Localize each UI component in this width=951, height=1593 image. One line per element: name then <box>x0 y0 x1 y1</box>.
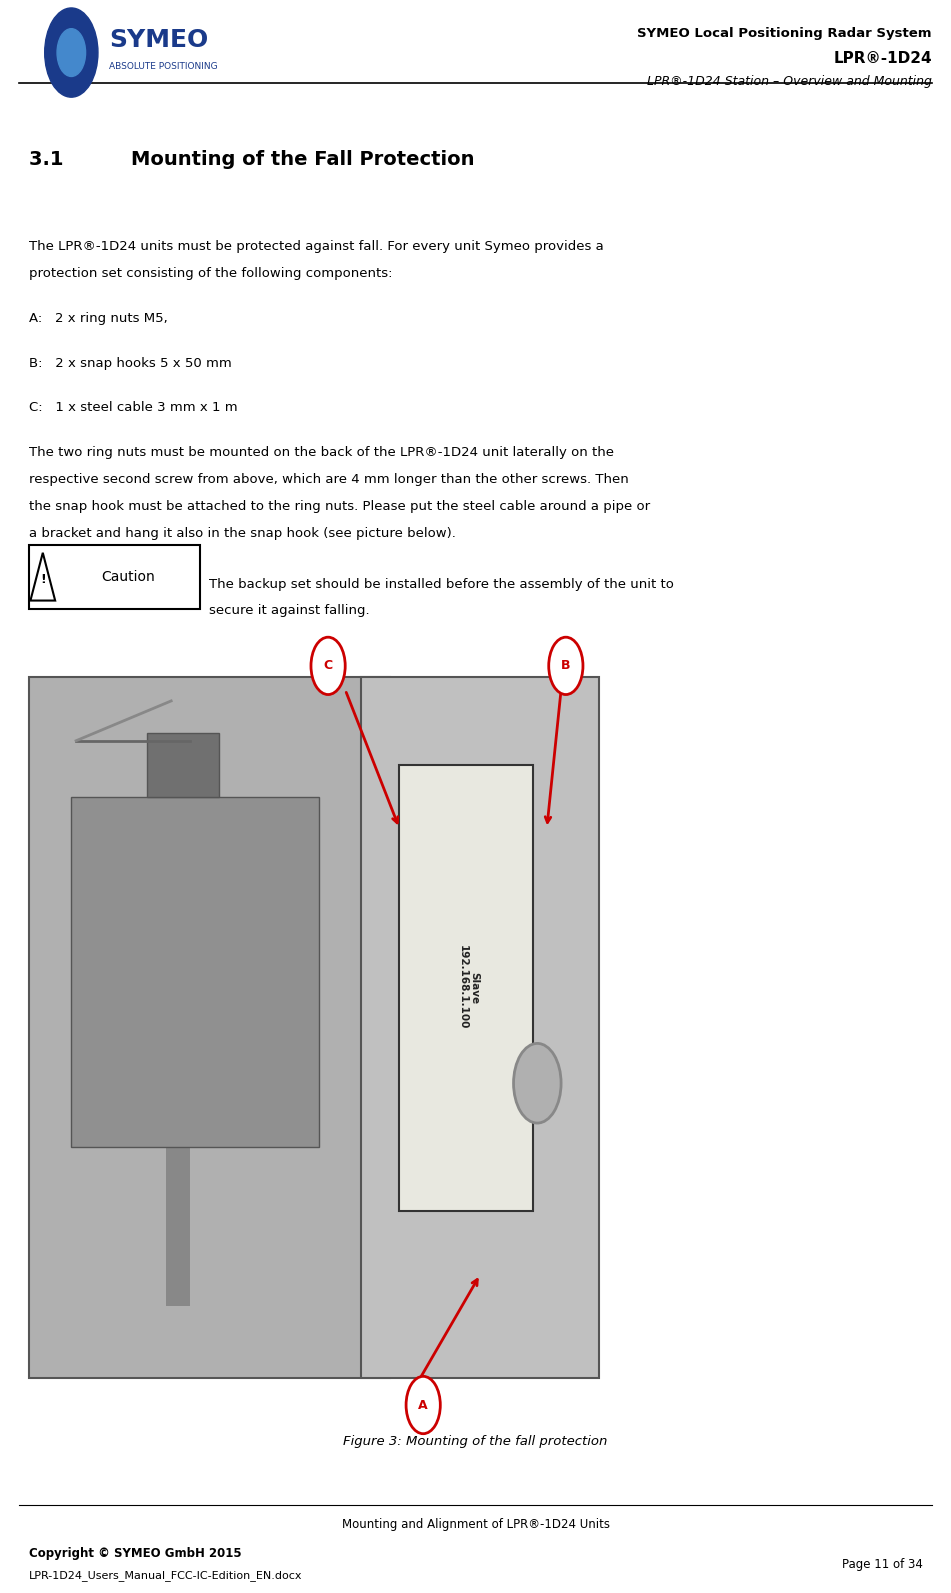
Text: Copyright © SYMEO GmbH 2015: Copyright © SYMEO GmbH 2015 <box>29 1547 242 1560</box>
Circle shape <box>549 637 583 695</box>
Text: Page 11 of 34: Page 11 of 34 <box>842 1558 922 1571</box>
Text: LPR-1D24_Users_Manual_FCC-IC-Edition_EN.docx: LPR-1D24_Users_Manual_FCC-IC-Edition_EN.… <box>29 1571 302 1580</box>
Text: The backup set should be installed before the assembly of the unit to: The backup set should be installed befor… <box>209 578 674 591</box>
Circle shape <box>57 29 86 76</box>
FancyBboxPatch shape <box>399 765 533 1211</box>
Text: LPR®-1D24 Station – Overview and Mounting: LPR®-1D24 Station – Overview and Mountin… <box>647 75 932 88</box>
Text: the snap hook must be attached to the ring nuts. Please put the steel cable arou: the snap hook must be attached to the ri… <box>29 500 650 513</box>
Text: 3.1          Mounting of the Fall Protection: 3.1 Mounting of the Fall Protection <box>29 150 474 169</box>
Text: C:   1 x steel cable 3 mm x 1 m: C: 1 x steel cable 3 mm x 1 m <box>29 401 237 414</box>
Text: B:   2 x snap hooks 5 x 50 mm: B: 2 x snap hooks 5 x 50 mm <box>29 357 231 370</box>
Text: Figure 3: Mounting of the fall protection: Figure 3: Mounting of the fall protectio… <box>343 1435 608 1448</box>
Text: SYMEO: SYMEO <box>109 27 208 53</box>
FancyBboxPatch shape <box>29 545 200 609</box>
Circle shape <box>514 1043 561 1123</box>
Polygon shape <box>30 553 55 601</box>
Text: Mounting and Alignment of LPR®-1D24 Units: Mounting and Alignment of LPR®-1D24 Unit… <box>341 1518 610 1531</box>
FancyBboxPatch shape <box>71 796 319 1147</box>
Text: Slave
192.168.1.100: Slave 192.168.1.100 <box>458 946 479 1029</box>
Text: A:   2 x ring nuts M5,: A: 2 x ring nuts M5, <box>29 312 167 325</box>
FancyBboxPatch shape <box>147 733 219 796</box>
FancyBboxPatch shape <box>166 749 190 1306</box>
Text: respective second screw from above, which are 4 mm longer than the other screws.: respective second screw from above, whic… <box>29 473 629 486</box>
Text: SYMEO Local Positioning Radar System: SYMEO Local Positioning Radar System <box>637 27 932 40</box>
Text: secure it against falling.: secure it against falling. <box>209 604 370 616</box>
Text: !: ! <box>40 573 46 586</box>
Text: The LPR®-1D24 units must be protected against fall. For every unit Symeo provide: The LPR®-1D24 units must be protected ag… <box>29 241 603 253</box>
FancyBboxPatch shape <box>361 677 599 1378</box>
Circle shape <box>45 8 98 97</box>
Text: The two ring nuts must be mounted on the back of the LPR®-1D24 unit laterally on: The two ring nuts must be mounted on the… <box>29 446 613 459</box>
Text: a bracket and hang it also in the snap hook (see picture below).: a bracket and hang it also in the snap h… <box>29 527 456 540</box>
FancyBboxPatch shape <box>29 677 390 1378</box>
Circle shape <box>311 637 345 695</box>
Circle shape <box>406 1376 440 1434</box>
Text: ABSOLUTE POSITIONING: ABSOLUTE POSITIONING <box>109 62 218 72</box>
Text: Caution: Caution <box>102 570 155 583</box>
Text: A: A <box>418 1399 428 1411</box>
Text: B: B <box>561 660 571 672</box>
Text: LPR®-1D24: LPR®-1D24 <box>833 51 932 67</box>
Text: C: C <box>323 660 333 672</box>
Text: protection set consisting of the following components:: protection set consisting of the followi… <box>29 268 392 280</box>
